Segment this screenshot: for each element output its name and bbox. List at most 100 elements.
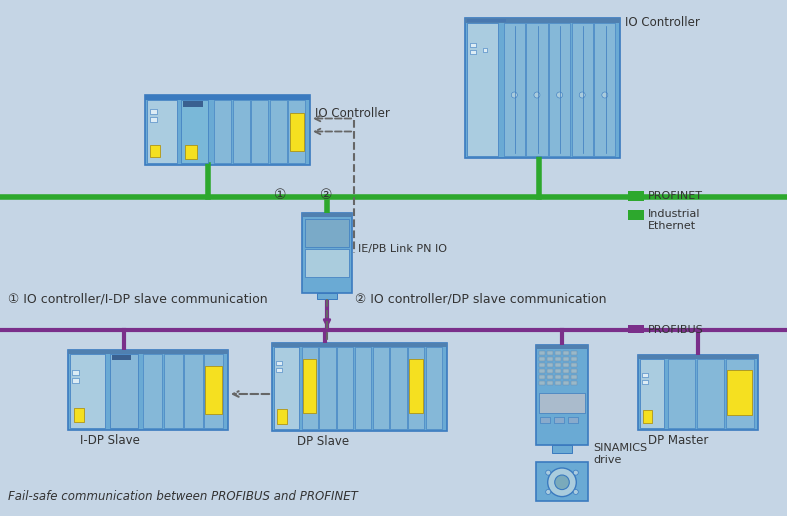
Bar <box>276 361 282 365</box>
Bar <box>642 380 648 384</box>
Text: ①: ① <box>274 188 286 202</box>
Bar <box>470 50 476 54</box>
Bar <box>547 369 553 373</box>
Bar <box>288 100 305 163</box>
Bar <box>467 23 498 156</box>
Circle shape <box>555 475 569 490</box>
Bar <box>536 461 588 501</box>
Bar <box>181 100 208 163</box>
Text: I-DP Slave: I-DP Slave <box>80 434 140 447</box>
Bar <box>72 370 79 375</box>
Bar <box>184 354 203 428</box>
Circle shape <box>534 92 540 98</box>
Bar <box>355 347 371 429</box>
Bar <box>642 373 648 377</box>
Bar <box>145 95 310 100</box>
Bar <box>555 369 561 373</box>
Bar <box>555 357 561 361</box>
Bar <box>150 109 157 114</box>
Bar <box>594 23 615 156</box>
Bar <box>145 95 310 165</box>
Bar <box>555 351 561 355</box>
Bar <box>555 363 561 367</box>
Bar <box>571 351 577 355</box>
Text: ②: ② <box>320 188 332 202</box>
Bar <box>483 48 487 52</box>
Bar <box>150 117 157 122</box>
Bar <box>205 366 222 414</box>
Bar <box>372 347 389 429</box>
Text: ① IO controller/I-DP slave communication: ① IO controller/I-DP slave communication <box>8 292 268 305</box>
Circle shape <box>556 92 563 98</box>
Circle shape <box>573 490 578 494</box>
Bar <box>527 23 548 156</box>
Bar <box>563 381 569 385</box>
Text: DP Slave: DP Slave <box>297 435 349 448</box>
Circle shape <box>573 470 578 475</box>
Bar <box>70 354 105 428</box>
Bar <box>426 347 442 429</box>
Bar <box>465 18 620 158</box>
Bar <box>727 370 752 415</box>
Text: Fail-safe communication between PROFIBUS and PROFINET: Fail-safe communication between PROFIBUS… <box>8 490 358 503</box>
Text: PROFINET: PROFINET <box>648 191 703 201</box>
Bar <box>539 363 545 367</box>
Bar <box>536 345 588 349</box>
Text: IE/PB Link PN IO: IE/PB Link PN IO <box>358 244 447 254</box>
Bar <box>214 100 231 163</box>
Bar <box>571 375 577 379</box>
Bar <box>68 350 228 354</box>
Bar <box>571 357 577 361</box>
Bar <box>302 213 352 217</box>
Bar <box>185 145 198 159</box>
Bar <box>305 249 349 277</box>
Text: PROFIBUS: PROFIBUS <box>648 325 704 335</box>
Bar <box>68 350 228 430</box>
Bar <box>726 359 754 428</box>
Circle shape <box>545 490 551 494</box>
Bar <box>668 359 695 428</box>
Bar <box>150 145 160 157</box>
Bar <box>409 359 423 413</box>
Bar <box>305 219 349 247</box>
Bar <box>337 347 353 429</box>
Bar <box>270 100 286 163</box>
Bar <box>272 343 447 347</box>
Bar <box>571 363 577 367</box>
Bar <box>301 347 318 429</box>
Circle shape <box>602 92 608 98</box>
Bar <box>274 347 298 429</box>
Text: SINAMICS
drive: SINAMICS drive <box>593 443 647 465</box>
Bar <box>638 355 758 430</box>
Bar <box>547 363 553 367</box>
Bar <box>390 347 407 429</box>
Text: Industrial
Ethernet: Industrial Ethernet <box>648 209 700 231</box>
Bar <box>233 100 249 163</box>
Bar <box>638 355 758 359</box>
Bar <box>539 351 545 355</box>
Bar <box>571 381 577 385</box>
Bar <box>555 381 561 385</box>
Text: DP Master: DP Master <box>648 434 708 447</box>
Bar <box>504 23 525 156</box>
Bar <box>465 18 620 23</box>
Bar <box>539 357 545 361</box>
Bar <box>547 351 553 355</box>
Bar <box>540 417 550 423</box>
Bar <box>74 408 84 422</box>
Bar <box>547 375 553 379</box>
Bar <box>563 369 569 373</box>
Bar <box>628 191 644 201</box>
Bar <box>470 43 476 47</box>
Bar <box>697 359 724 428</box>
Bar <box>277 409 287 424</box>
Bar <box>571 23 593 156</box>
Bar <box>205 354 224 428</box>
Bar <box>276 368 282 372</box>
Bar <box>568 417 578 423</box>
Bar <box>549 23 570 156</box>
Bar <box>112 355 131 360</box>
Bar <box>628 210 644 220</box>
Bar <box>628 325 644 333</box>
Bar <box>290 112 304 151</box>
